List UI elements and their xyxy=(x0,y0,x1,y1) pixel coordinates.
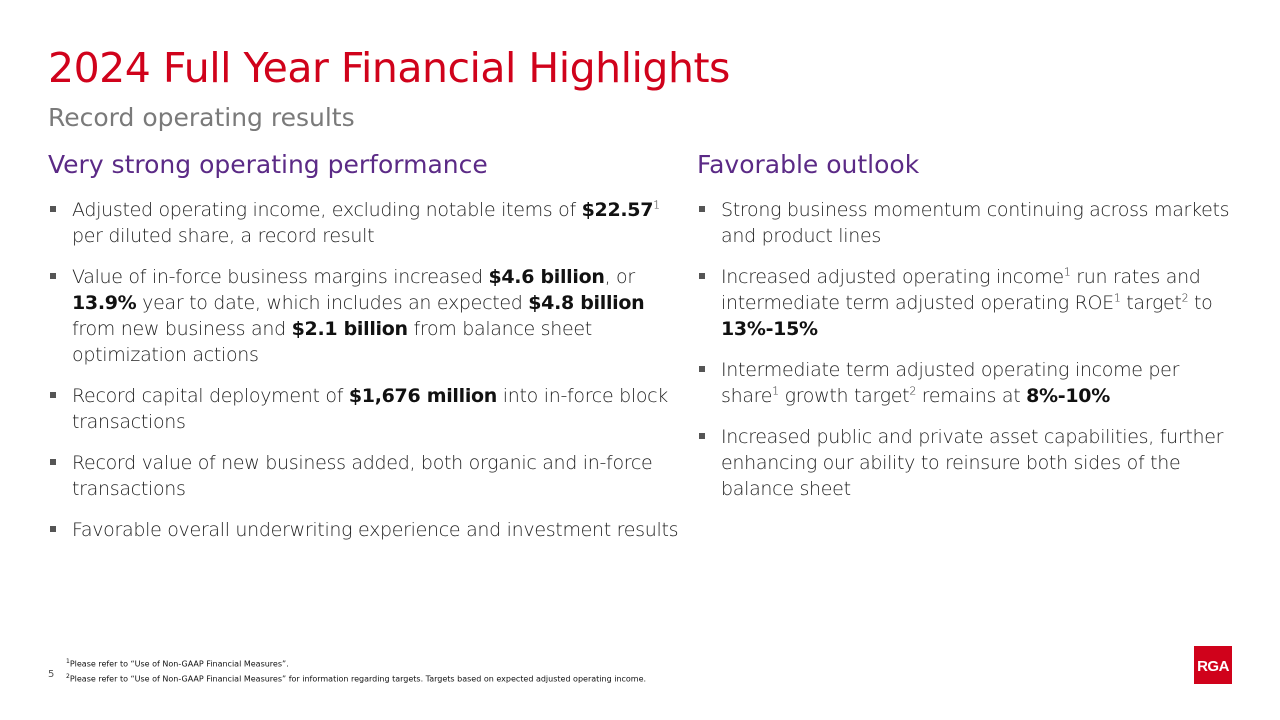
bullet-text: Strong business momentum continuing acro… xyxy=(721,199,1230,247)
section-heading: Favorable outlook xyxy=(697,150,920,179)
logo-wordmark: RGA xyxy=(1197,658,1230,675)
bullet-text: growth target xyxy=(778,385,910,407)
footnote-ref: 2 xyxy=(1181,291,1189,305)
footnote: 1Please refer to “Use of Non-GAAP Financ… xyxy=(66,656,646,671)
bullet-text: to xyxy=(1188,292,1213,314)
bullet-item: Increased public and private asset capab… xyxy=(697,424,1242,502)
footnote-text: Please refer to “Use of Non-GAAP Financi… xyxy=(69,674,647,684)
square-bullet-icon xyxy=(699,433,705,439)
footnote-ref: 1 xyxy=(772,384,779,398)
bullet-text: per diluted share, a record result xyxy=(72,225,375,247)
footnote-ref: 1 xyxy=(1063,265,1071,279)
bullet-text: Increased public and private asset capab… xyxy=(721,426,1224,500)
footnote-ref: 1 xyxy=(1113,291,1121,305)
bullet-list: Strong business momentum continuing acro… xyxy=(697,197,1242,502)
bullet-item: Strong business momentum continuing acro… xyxy=(697,197,1242,249)
bullet-text: Value of in-force business margins incre… xyxy=(72,266,489,288)
bullet-text: Intermediate term adjusted operating inc… xyxy=(721,359,1180,407)
bullet-highlight: $4.6 billion xyxy=(488,266,605,288)
svg-text:RGA: RGA xyxy=(1197,658,1230,675)
bullet-item: Increased adjusted operating income1 run… xyxy=(697,264,1242,342)
square-bullet-icon xyxy=(50,526,56,532)
square-bullet-icon xyxy=(50,459,56,465)
bullet-text: Record capital deployment of xyxy=(72,385,349,407)
bullet-item: Record capital deployment of $1,676 mill… xyxy=(48,383,688,435)
square-bullet-icon xyxy=(50,206,56,212)
footnote-ref: 1 xyxy=(653,198,660,212)
footnote-number: 1 xyxy=(66,658,70,665)
square-bullet-icon xyxy=(50,392,56,398)
footnote-number: 2 xyxy=(66,672,70,680)
page-title: 2024 Full Year Financial Highlights xyxy=(48,44,730,92)
bullet-text: Favorable overall underwriting experienc… xyxy=(72,519,679,541)
bullet-text: target xyxy=(1120,292,1182,314)
bullet-highlight: $2.1 billion xyxy=(291,318,408,340)
bullet-text: from balance sheet optimization actions xyxy=(72,318,592,366)
square-bullet-icon xyxy=(50,273,56,279)
bullet-text: Record value of new business added, both… xyxy=(72,452,653,500)
bullet-highlight: $1,676 million xyxy=(348,385,498,407)
bullet-text: remains at xyxy=(916,385,1027,407)
section-heading: Very strong operating performance xyxy=(48,150,488,179)
bullet-highlight: 8%-10% xyxy=(1026,385,1110,407)
bullet-highlight: $22.57 xyxy=(581,199,654,221)
bullet-text: year to date, which includes an expected xyxy=(136,292,529,314)
bullet-text: Adjusted operating income, excluding not… xyxy=(72,199,582,221)
bullet-text: Increased adjusted operating income xyxy=(721,266,1064,288)
square-bullet-icon xyxy=(699,366,705,372)
square-bullet-icon xyxy=(699,273,705,279)
page-subtitle: Record operating results xyxy=(48,103,355,132)
operating-performance-section: Very strong operating performance Adjust… xyxy=(48,150,688,558)
bullet-item: Record value of new business added, both… xyxy=(48,450,688,502)
bullet-highlight: 13.9% xyxy=(72,292,137,314)
bullet-item: Adjusted operating income, excluding not… xyxy=(48,197,688,249)
bullet-highlight: 13%-15% xyxy=(721,318,818,340)
bullet-list: Adjusted operating income, excluding not… xyxy=(48,197,688,543)
bullet-item: Intermediate term adjusted operating inc… xyxy=(697,357,1242,409)
bullet-item: Value of in-force business margins incre… xyxy=(48,264,688,368)
footnote: 2Please refer to “Use of Non-GAAP Financ… xyxy=(66,671,646,686)
bullet-text: into in-force block transactions xyxy=(72,385,668,433)
bullet-text: , or xyxy=(604,266,636,288)
footnotes: 1Please refer to “Use of Non-GAAP Financ… xyxy=(66,656,646,685)
square-bullet-icon xyxy=(699,206,705,212)
page-number: 5 xyxy=(48,669,55,680)
rga-logo-icon: RGA xyxy=(1194,646,1232,684)
footnote-ref: 2 xyxy=(909,384,917,398)
bullet-item: Favorable overall underwriting experienc… xyxy=(48,517,688,543)
outlook-section: Favorable outlook Strong business moment… xyxy=(697,150,1242,517)
bullet-highlight: $4.8 billion xyxy=(528,292,645,314)
bullet-text: run rates and intermediate term adjusted… xyxy=(721,266,1201,314)
footnote-text: Please refer to “Use of Non-GAAP Financi… xyxy=(69,659,289,669)
bullet-text: from new business and xyxy=(72,318,292,340)
